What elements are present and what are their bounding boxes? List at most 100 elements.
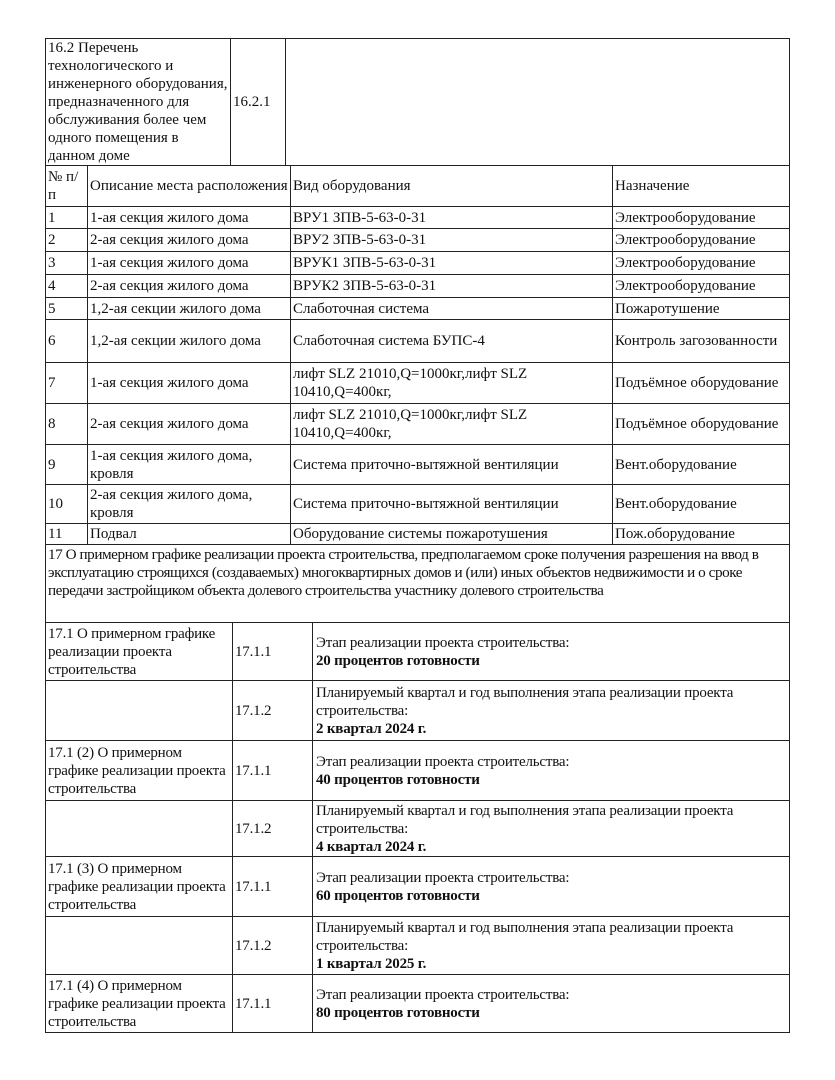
- schedule-code: 17.1.2: [232, 916, 313, 975]
- cell-number: 10: [45, 484, 88, 524]
- schedule-text: Этап реализации проекта строительства:: [316, 986, 570, 1003]
- table-row: 3 1-ая секция жилого дома ВРУК1 ЗПВ-5-63-0…: [45, 251, 790, 275]
- cell-purpose: Электрооборудование: [612, 251, 790, 275]
- cell-purpose: Пож.оборудование: [612, 523, 790, 545]
- schedule-value: 40 процентов готовности: [316, 771, 480, 788]
- table-row: 4 2-ая секция жилого дома ВРУК2 ЗПВ-5-63-0…: [45, 274, 790, 298]
- table-row: 9 1-ая секция жилого дома, кровля Система …: [45, 444, 790, 485]
- cell-number: 1: [45, 206, 88, 229]
- schedule-description: Этап реализации проекта строительства: 80…: [312, 974, 790, 1033]
- schedule-description: Планируемый квартал и год выполнения эта…: [312, 916, 790, 975]
- schedule-code: 17.1.2: [232, 680, 313, 741]
- schedule-code: 17.1.1: [232, 856, 313, 917]
- cell-type: ВРУК2 ЗПВ-5-63-0-31: [290, 274, 613, 298]
- cell-type: Оборудование системы пожаротушения: [290, 523, 613, 545]
- cell-type: Слаботочная система БУПС-4: [290, 319, 613, 363]
- cell-location: 1-ая секция жилого дома: [87, 362, 291, 404]
- schedule-label: [45, 800, 233, 857]
- cell-location: 2-ая секция жилого дома: [87, 403, 291, 445]
- cell-location: 1-ая секция жилого дома: [87, 206, 291, 229]
- schedule-code: 17.1.2: [232, 800, 313, 857]
- schedule-value: 20 процентов готовности: [316, 652, 480, 669]
- table-row: 6 1,2-ая секции жилого дома Слаботочная си…: [45, 319, 790, 363]
- equipment-table: № п/п Описание места расположения Вид обор…: [45, 165, 790, 545]
- cell-location: 2-ая секция жилого дома: [87, 274, 291, 298]
- schedule-description: Планируемый квартал и год выполнения эта…: [312, 680, 790, 741]
- cell-number: 6: [45, 319, 88, 363]
- schedule-description: Этап реализации проекта строительства: 60…: [312, 856, 790, 917]
- cell-number: 3: [45, 251, 88, 275]
- schedule-description: Этап реализации проекта строительства: 20…: [312, 622, 790, 681]
- cell-location: 1-ая секция жилого дома: [87, 251, 291, 275]
- cell-type: ВРУ1 ЗПВ-5-63-0-31: [290, 206, 613, 229]
- schedule-text: Планируемый квартал и год выполнения эта…: [316, 919, 734, 954]
- cell-purpose: Вент.оборудование: [612, 484, 790, 524]
- schedule-label: 17.1 (4) О примерном графике реализации …: [45, 974, 233, 1033]
- cell-location: 1,2-ая секции жилого дома: [87, 319, 291, 363]
- cell-purpose: Электрооборудование: [612, 274, 790, 298]
- cell-number: 8: [45, 403, 88, 445]
- cell-purpose: Контроль загозованности: [612, 319, 790, 363]
- cell-location: Подвал: [87, 523, 291, 545]
- cell-number: 7: [45, 362, 88, 404]
- schedule-text: Этап реализации проекта строительства:: [316, 753, 570, 770]
- cell-number: 4: [45, 274, 88, 298]
- section-16-2-row: 16.2 Перечень технологического и инженер…: [45, 38, 790, 166]
- table-row: 10 2-ая секция жилого дома, кровля Система…: [45, 484, 790, 524]
- schedule-text: Этап реализации проекта строительства:: [316, 869, 570, 886]
- schedule-code: 17.1.1: [232, 974, 313, 1033]
- cell-location: 1,2-ая секции жилого дома: [87, 297, 291, 320]
- schedule-text: Планируемый квартал и год выполнения эта…: [316, 802, 734, 837]
- cell-type: ВРУК1 ЗПВ-5-63-0-31: [290, 251, 613, 275]
- schedule-label: 17.1 (2) О примерном графике реализации …: [45, 740, 233, 801]
- schedule-description: Планируемый квартал и год выполнения эта…: [312, 800, 790, 857]
- section-16-2-table: 16.2 Перечень технологического и инженер…: [45, 38, 790, 166]
- cell-type: Слаботочная система: [290, 297, 613, 320]
- cell-number: 2: [45, 228, 88, 252]
- cell-type: Система приточно-вытяжной вентиляции: [290, 444, 613, 485]
- cell-location: 1-ая секция жилого дома, кровля: [87, 444, 291, 485]
- section-17-row: 17 О примерном графике реализации проект…: [45, 544, 790, 623]
- table-row: 8 2-ая секция жилого дома лифт SLZ 21010,Q…: [45, 403, 790, 445]
- cell-number: 11: [45, 523, 88, 545]
- table-row: 1 1-ая секция жилого дома ВРУ1 ЗПВ-5-63-0-…: [45, 206, 790, 229]
- cell-purpose: Вент.оборудование: [612, 444, 790, 485]
- cell-type: Система приточно-вытяжной вентиляции: [290, 484, 613, 524]
- schedule-row: 17.1 (2) О примерном графике реализации …: [45, 740, 790, 801]
- schedule-row: 17.1 О примерном графике реализации прое…: [45, 622, 790, 681]
- cell-purpose: Подъёмное оборудование: [612, 403, 790, 445]
- schedule-row: 17.1 (4) О примерном графике реализации …: [45, 974, 790, 1033]
- header-number: № п/п: [45, 165, 88, 207]
- header-type: Вид оборудования: [290, 165, 613, 207]
- cell-location: 2-ая секция жилого дома, кровля: [87, 484, 291, 524]
- schedule-code: 17.1.1: [232, 622, 313, 681]
- cell-number: 9: [45, 444, 88, 485]
- schedule-row: 17.1.2 Планируемый квартал и год выполнен…: [45, 800, 790, 857]
- document-page: 16.2 Перечень технологического и инженер…: [45, 0, 790, 1033]
- schedule-value: 2 квартал 2024 г.: [316, 720, 427, 737]
- schedule-text: Планируемый квартал и год выполнения эта…: [316, 684, 734, 719]
- table-row: 5 1,2-ая секции жилого дома Слаботочная си…: [45, 297, 790, 320]
- schedule-code: 17.1.1: [232, 740, 313, 801]
- equipment-header-row: № п/п Описание места расположения Вид обор…: [45, 165, 790, 207]
- cell-purpose: Электрооборудование: [612, 228, 790, 252]
- header-purpose: Назначение: [612, 165, 790, 207]
- cell-type: лифт SLZ 21010,Q=1000кг,лифт SLZ 10410,Q…: [290, 362, 613, 404]
- schedule-row: 17.1.2 Планируемый квартал и год выполнен…: [45, 916, 790, 975]
- schedule-value: 60 процентов готовности: [316, 887, 480, 904]
- section-17-title: 17 О примерном графике реализации проект…: [45, 544, 790, 623]
- schedule-label: [45, 680, 233, 741]
- section-16-2-value: [285, 38, 790, 166]
- cell-purpose: Электрооборудование: [612, 206, 790, 229]
- schedule-value: 1 квартал 2025 г.: [316, 955, 427, 972]
- cell-type: ВРУ2 ЗПВ-5-63-0-31: [290, 228, 613, 252]
- cell-purpose: Пожаротушение: [612, 297, 790, 320]
- schedule-label: [45, 916, 233, 975]
- schedule-row: 17.1 (3) О примерном графике реализации …: [45, 856, 790, 917]
- section-16-2-code: 16.2.1: [230, 38, 286, 166]
- section-16-2-title: 16.2 Перечень технологического и инженер…: [45, 38, 231, 166]
- table-row: 2 2-ая секция жилого дома ВРУ2 ЗПВ-5-63-0-…: [45, 228, 790, 252]
- cell-type: лифт SLZ 21010,Q=1000кг,лифт SLZ 10410,Q…: [290, 403, 613, 445]
- schedule-label: 17.1 (3) О примерном графике реализации …: [45, 856, 233, 917]
- cell-number: 5: [45, 297, 88, 320]
